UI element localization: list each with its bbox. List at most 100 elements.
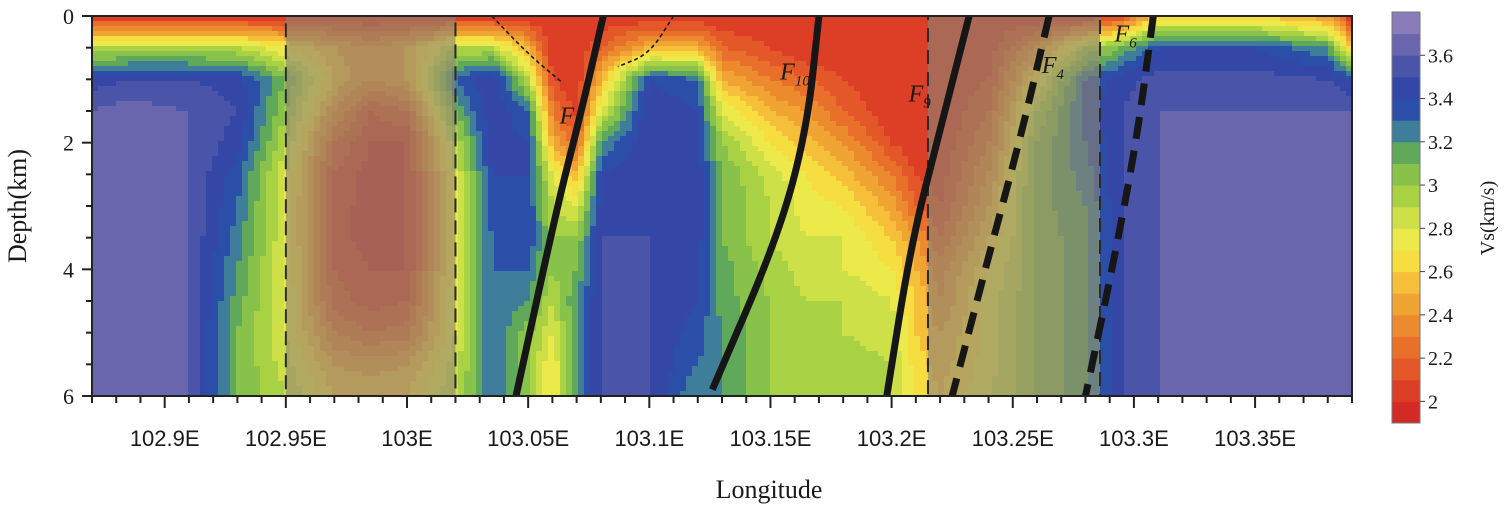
heatmap-cell: [278, 111, 285, 117]
heatmap-cell: [200, 91, 207, 97]
heatmap-cell: [836, 116, 843, 122]
heatmap-cell: [872, 96, 879, 102]
heatmap-cell: [224, 56, 231, 62]
heatmap-cell: [488, 16, 495, 22]
heatmap-cell: [686, 101, 693, 107]
heatmap-cell: [266, 26, 273, 32]
heatmap-cell: [1184, 126, 1191, 132]
heatmap-cell: [1202, 101, 1209, 107]
heatmap-cell: [548, 26, 555, 32]
heatmap-cell: [530, 81, 537, 87]
heatmap-cell: [866, 56, 873, 62]
heatmap-cell: [248, 101, 255, 107]
heatmap-cell: [1334, 16, 1341, 22]
heatmap-cell: [722, 121, 729, 127]
heatmap-cell: [818, 81, 825, 87]
heatmap-cell: [620, 76, 627, 82]
heatmap-cell: [512, 96, 519, 102]
heatmap-cell: [1124, 76, 1131, 82]
heatmap-cell: [1226, 71, 1233, 77]
heatmap-cell: [914, 31, 921, 37]
heatmap-cell: [230, 106, 237, 112]
heatmap-cell: [476, 96, 483, 102]
heatmap-cell: [548, 41, 555, 47]
heatmap-cell: [662, 71, 669, 77]
heatmap-cell: [548, 91, 555, 97]
heatmap-cell: [674, 101, 681, 107]
heatmap-cell: [1106, 86, 1113, 92]
heatmap-cell: [548, 131, 555, 137]
heatmap-cell: [1220, 61, 1227, 67]
heatmap-cell: [668, 116, 675, 122]
heatmap-cell: [1214, 71, 1221, 77]
heatmap-cell: [686, 31, 693, 37]
heatmap-cell: [902, 66, 909, 72]
heatmap-cell: [1148, 76, 1155, 82]
heatmap-cell: [752, 56, 759, 62]
heatmap-cell: [1298, 116, 1305, 122]
heatmap-cell: [1100, 56, 1107, 62]
heatmap-cell: [674, 131, 681, 137]
heatmap-cell: [158, 56, 165, 62]
heatmap-cell: [776, 71, 783, 77]
heatmap-cell: [1316, 101, 1323, 107]
heatmap-cell: [1256, 96, 1263, 102]
heatmap-cell: [110, 81, 117, 87]
heatmap-cell: [116, 21, 123, 27]
heatmap-cell: [1130, 76, 1137, 82]
heatmap-cell: [704, 76, 711, 82]
heatmap-cell: [1160, 126, 1167, 132]
heatmap-cell: [1250, 106, 1257, 112]
heatmap-cell: [776, 21, 783, 27]
heatmap-cell: [176, 26, 183, 32]
heatmap-cell: [662, 96, 669, 102]
heatmap-cell: [278, 101, 285, 107]
heatmap-cell: [872, 116, 879, 122]
heatmap-cell: [896, 66, 903, 72]
heatmap-cell: [512, 101, 519, 107]
heatmap-cell: [578, 31, 585, 37]
heatmap-cell: [176, 86, 183, 92]
heatmap-cell: [1184, 31, 1191, 37]
heatmap-cell: [1244, 16, 1251, 22]
heatmap-cell: [104, 21, 111, 27]
heatmap-cell: [602, 66, 609, 72]
heatmap-cell: [272, 91, 279, 97]
heatmap-cell: [920, 56, 927, 62]
heatmap-cell: [740, 86, 747, 92]
heatmap-cell: [716, 31, 723, 37]
heatmap-cell: [1160, 36, 1167, 42]
heatmap-cell: [170, 91, 177, 97]
heatmap-cell: [266, 66, 273, 72]
heatmap-cell: [842, 111, 849, 117]
heatmap-cell: [1214, 21, 1221, 27]
heatmap-cell: [1112, 31, 1119, 37]
heatmap-cell: [1130, 21, 1137, 27]
heatmap-cell: [458, 106, 465, 112]
heatmap-cell: [1298, 86, 1305, 92]
heatmap-cell: [548, 46, 555, 52]
heatmap-cell: [686, 71, 693, 77]
heatmap-cell: [860, 126, 867, 132]
heatmap-cell: [740, 111, 747, 117]
heatmap-cell: [110, 16, 117, 22]
heatmap-cell: [608, 36, 615, 42]
heatmap-cell: [494, 126, 501, 132]
heatmap-cell: [266, 71, 273, 77]
heatmap-cell: [1310, 101, 1317, 107]
heatmap-cell: [476, 46, 483, 52]
heatmap-cell: [608, 111, 615, 117]
heatmap-cell: [710, 41, 717, 47]
heatmap-cell: [806, 51, 813, 57]
heatmap-cell: [1172, 111, 1179, 117]
heatmap-cell: [1220, 96, 1227, 102]
heatmap-cell: [1112, 91, 1119, 97]
heatmap-cell: [626, 81, 633, 87]
heatmap-cell: [1214, 16, 1221, 22]
heatmap-cell: [764, 91, 771, 97]
heatmap-cell: [830, 76, 837, 82]
heatmap-cell: [1280, 56, 1287, 62]
heatmap-cell: [482, 46, 489, 52]
heatmap-cell: [464, 111, 471, 117]
heatmap-cell: [554, 16, 561, 22]
